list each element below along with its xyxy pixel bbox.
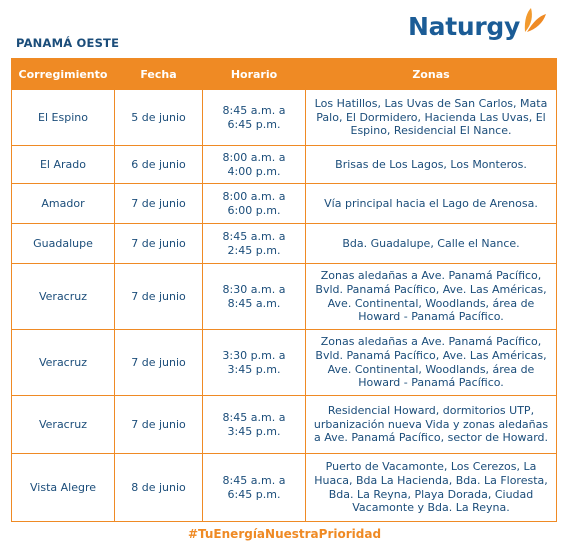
cell-zonas: Vía principal hacia el Lago de Arenosa. (305, 183, 557, 224)
cell-corregimiento: El Espino (11, 89, 115, 146)
region-title: PANAMÁ OESTE (16, 36, 120, 50)
header-horario: Horario (202, 58, 306, 90)
cell-zonas: Bda. Guadalupe, Calle el Nance. (305, 223, 557, 264)
table-row: Veracruz 7 de junio 8:45 a.m. a 3:45 p.m. Re… (11, 395, 557, 454)
cell-corregimiento: Veracruz (11, 263, 115, 330)
header-zonas: Zonas (305, 58, 557, 90)
cell-zonas: Residencial Howard, dormitorios UTP, urb… (305, 395, 557, 454)
cell-fecha: 6 de junio (114, 145, 203, 184)
cell-zonas: Zonas aledañas a Ave. Panamá Pacífico, B… (305, 329, 557, 396)
cell-corregimiento: Veracruz (11, 395, 115, 454)
naturgy-logo: Naturgy (408, 6, 547, 46)
hashtag: #TuEnergíaNuestraPrioridad (187, 527, 382, 541)
cell-horario: 8:45 a.m. a 3:45 p.m. (202, 395, 306, 454)
table-row: Amador 7 de junio 8:00 a.m. a 6:00 p.m. Vía … (11, 183, 557, 224)
table-row: Vista Alegre 8 de junio 8:45 a.m. a 6:45 p.… (11, 453, 557, 522)
cell-horario: 8:00 a.m. a 6:00 p.m. (202, 183, 306, 224)
cell-horario: 8:00 a.m. a 4:00 p.m. (202, 145, 306, 184)
cell-horario: 8:45 a.m. a 6:45 p.m. (202, 453, 306, 522)
table-row: El Arado 6 de junio 8:00 a.m. a 4:00 p.m. Br… (11, 145, 557, 184)
table-row: Guadalupe 7 de junio 8:45 a.m. a 2:45 p.m. B… (11, 223, 557, 264)
cell-zonas: Zonas aledañas a Ave. Panamá Pacífico, B… (305, 263, 557, 330)
cell-corregimiento: El Arado (11, 145, 115, 184)
cell-zonas: Brisas de Los Lagos, Los Monteros. (305, 145, 557, 184)
butterfly-icon (524, 8, 546, 32)
cell-corregimiento: Vista Alegre (11, 453, 115, 522)
cell-corregimiento: Amador (11, 183, 115, 224)
cell-fecha: 7 de junio (114, 263, 203, 330)
table-row: El Espino 5 de junio 8:45 a.m. a 6:45 p.m. L… (11, 89, 557, 146)
cell-horario: 3:30 p.m. a 3:45 p.m. (202, 329, 306, 396)
header-fecha: Fecha (114, 58, 203, 90)
table-header-row: Corregimiento Fecha Horario Zonas (11, 58, 557, 90)
cell-fecha: 5 de junio (114, 89, 203, 146)
cell-horario: 8:30 a.m. a 8:45 a.m. (202, 263, 306, 330)
cell-horario: 8:45 a.m. a 2:45 p.m. (202, 223, 306, 264)
cell-fecha: 7 de junio (114, 329, 203, 396)
header-corregimiento: Corregimiento (11, 58, 115, 90)
cell-fecha: 7 de junio (114, 223, 203, 264)
cell-zonas: Puerto de Vacamonte, Los Cerezos, La Hua… (305, 453, 557, 522)
cell-zonas: Los Hatillos, Las Uvas de San Carlos, Ma… (305, 89, 557, 146)
cell-corregimiento: Guadalupe (11, 223, 115, 264)
cell-corregimiento: Veracruz (11, 329, 115, 396)
cell-fecha: 7 de junio (114, 395, 203, 454)
brand-name: Naturgy (408, 12, 520, 41)
cell-fecha: 8 de junio (114, 453, 203, 522)
cell-horario: 8:45 a.m. a 6:45 p.m. (202, 89, 306, 146)
table-row: Veracruz 7 de junio 8:30 a.m. a 8:45 a.m. Zo… (11, 263, 557, 330)
schedule-table: Corregimiento Fecha Horario Zonas El Esp… (11, 58, 557, 522)
table-row: Veracruz 7 de junio 3:30 p.m. a 3:45 p.m. Zo… (11, 329, 557, 396)
cell-fecha: 7 de junio (114, 183, 203, 224)
